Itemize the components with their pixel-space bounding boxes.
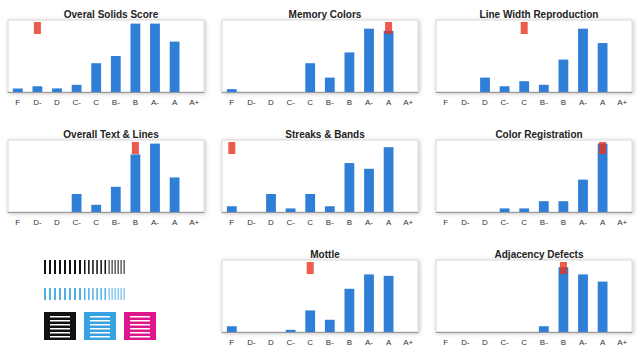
svg-text:A+: A+ <box>617 338 627 347</box>
svg-text:A+: A+ <box>617 218 627 227</box>
svg-text:C: C <box>521 218 527 227</box>
svg-text:D: D <box>268 98 274 107</box>
svg-text:Line Width Reproduction: Line Width Reproduction <box>480 9 599 20</box>
svg-text:B: B <box>347 338 352 347</box>
svg-text:A-: A- <box>365 98 373 107</box>
svg-text:D: D <box>54 218 60 227</box>
svg-text:C-: C- <box>500 218 509 227</box>
svg-text:B-: B- <box>326 218 334 227</box>
svg-text:C-: C- <box>72 218 81 227</box>
svg-text:B: B <box>561 338 566 347</box>
svg-text:C: C <box>93 218 99 227</box>
svg-text:D: D <box>54 98 60 107</box>
svg-text:D-: D- <box>461 218 470 227</box>
svg-text:C: C <box>307 338 313 347</box>
svg-text:A: A <box>600 98 606 107</box>
svg-text:A-: A- <box>579 218 587 227</box>
svg-text:A-: A- <box>365 218 373 227</box>
svg-text:A-: A- <box>365 338 373 347</box>
svg-text:A-: A- <box>579 338 587 347</box>
svg-text:D-: D- <box>247 338 256 347</box>
svg-text:C-: C- <box>500 98 509 107</box>
svg-text:Adjacency Defects: Adjacency Defects <box>495 249 584 260</box>
svg-text:C: C <box>521 98 527 107</box>
svg-text:C: C <box>521 338 527 347</box>
svg-text:F: F <box>15 98 20 107</box>
svg-text:A+: A+ <box>189 218 199 227</box>
svg-text:B-: B- <box>540 338 548 347</box>
svg-text:C: C <box>307 98 313 107</box>
svg-text:B: B <box>561 218 566 227</box>
svg-text:Overall Text & Lines: Overall Text & Lines <box>63 129 159 140</box>
svg-text:C: C <box>307 218 313 227</box>
svg-text:D: D <box>482 338 488 347</box>
svg-text:Color Registration: Color Registration <box>495 129 582 140</box>
svg-text:A+: A+ <box>403 338 413 347</box>
svg-text:A: A <box>600 338 606 347</box>
svg-text:B: B <box>561 98 566 107</box>
svg-text:A: A <box>172 218 178 227</box>
svg-text:C-: C- <box>286 218 295 227</box>
svg-text:B: B <box>133 98 138 107</box>
svg-text:F: F <box>229 338 234 347</box>
svg-text:Streaks & Bands: Streaks & Bands <box>285 129 365 140</box>
svg-text:D: D <box>482 218 488 227</box>
svg-text:C-: C- <box>500 338 509 347</box>
svg-text:A-: A- <box>151 98 159 107</box>
svg-text:B: B <box>347 98 352 107</box>
svg-text:D-: D- <box>247 218 256 227</box>
svg-text:C: C <box>93 98 99 107</box>
svg-text:A+: A+ <box>403 218 413 227</box>
svg-text:F: F <box>15 218 20 227</box>
svg-text:A: A <box>600 218 606 227</box>
svg-text:A-: A- <box>151 218 159 227</box>
svg-text:C-: C- <box>286 338 295 347</box>
svg-text:F: F <box>229 218 234 227</box>
svg-text:B-: B- <box>540 218 548 227</box>
svg-text:Memory Colors: Memory Colors <box>289 9 362 20</box>
svg-text:Mottle: Mottle <box>310 249 340 260</box>
svg-text:Overal Solids Score: Overal Solids Score <box>64 9 159 20</box>
svg-text:B-: B- <box>326 338 334 347</box>
svg-text:A+: A+ <box>403 98 413 107</box>
svg-text:B: B <box>347 218 352 227</box>
svg-text:A: A <box>386 218 392 227</box>
svg-text:F: F <box>443 218 448 227</box>
svg-text:D-: D- <box>33 98 42 107</box>
svg-text:B-: B- <box>326 98 334 107</box>
svg-text:B-: B- <box>112 218 120 227</box>
svg-text:C-: C- <box>286 98 295 107</box>
svg-text:B: B <box>133 218 138 227</box>
svg-text:A+: A+ <box>189 98 199 107</box>
svg-text:A: A <box>386 98 392 107</box>
svg-text:D-: D- <box>461 98 470 107</box>
svg-text:D: D <box>268 218 274 227</box>
svg-text:C-: C- <box>72 98 81 107</box>
svg-text:B-: B- <box>112 98 120 107</box>
svg-text:F: F <box>443 338 448 347</box>
svg-text:D-: D- <box>461 338 470 347</box>
svg-text:A: A <box>386 338 392 347</box>
svg-text:D-: D- <box>247 98 256 107</box>
svg-text:A-: A- <box>579 98 587 107</box>
svg-text:D-: D- <box>33 218 42 227</box>
svg-text:F: F <box>443 98 448 107</box>
svg-text:D: D <box>268 338 274 347</box>
svg-text:D: D <box>482 98 488 107</box>
svg-text:B-: B- <box>540 98 548 107</box>
svg-text:F: F <box>229 98 234 107</box>
svg-text:A+: A+ <box>617 98 627 107</box>
svg-text:A: A <box>172 98 178 107</box>
